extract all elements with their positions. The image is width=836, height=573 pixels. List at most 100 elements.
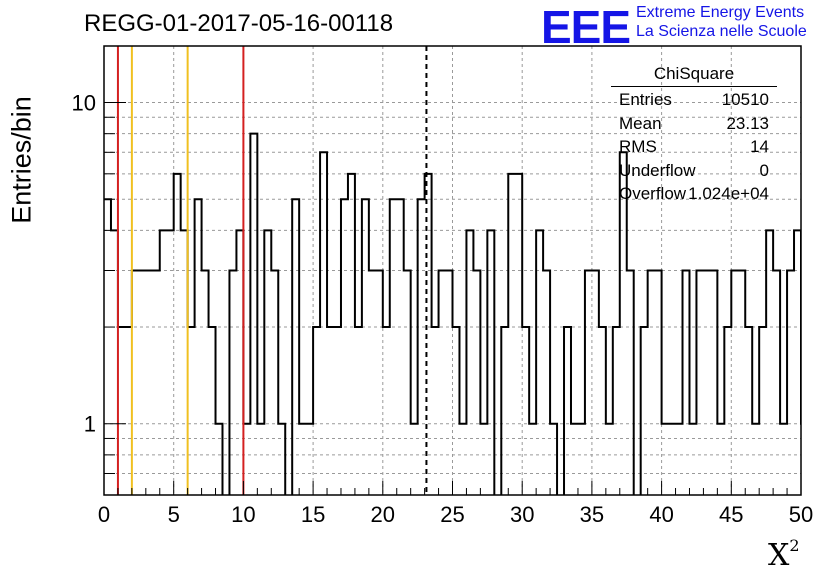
- x-tick-label: 5: [168, 502, 180, 527]
- x-tick-label: 45: [719, 502, 743, 527]
- histogram-bin: [550, 424, 557, 495]
- stats-value: 0: [760, 161, 769, 181]
- histogram-bin: [411, 424, 418, 495]
- histogram-bin: [432, 327, 439, 495]
- histogram-bin: [473, 271, 480, 496]
- y-axis-label-wrap: Entries/bin: [4, 110, 40, 210]
- histogram-bin: [703, 271, 710, 496]
- x-axis-label-sup: 2: [789, 536, 799, 555]
- histogram-bin: [160, 230, 167, 495]
- stats-label: RMS: [619, 137, 657, 157]
- y-axis-label: Entries/bin: [7, 96, 38, 224]
- histogram-bin: [292, 199, 299, 495]
- histogram-bin: [822, 199, 829, 495]
- histogram-bin: [313, 327, 320, 495]
- y-tick-label: 10: [72, 91, 96, 116]
- stats-row-underflow: Underflow 0: [611, 161, 777, 185]
- histogram-bin: [564, 327, 571, 495]
- histogram-bin: [738, 271, 745, 496]
- histogram-bin: [508, 174, 515, 495]
- histogram-bin: [515, 174, 522, 495]
- histogram-bin: [167, 230, 174, 495]
- histogram-bin: [815, 327, 822, 495]
- histogram-bin: [229, 271, 236, 496]
- stats-row-mean: Mean 23.13: [611, 114, 777, 138]
- histogram-bin: [731, 271, 738, 496]
- y-tick-label: 1: [84, 412, 96, 437]
- histogram-bin: [689, 424, 696, 495]
- x-tick-label: 20: [371, 502, 395, 527]
- histogram-bin: [334, 327, 341, 495]
- histogram-bin: [320, 152, 327, 495]
- histogram-bin: [662, 424, 669, 495]
- histogram-bin: [808, 424, 815, 495]
- histogram-bin: [453, 327, 460, 495]
- histogram-bin: [383, 327, 390, 495]
- histogram-bin: [592, 271, 599, 496]
- histogram-bin: [641, 327, 648, 495]
- histogram-bin: [188, 327, 195, 495]
- histogram-bin: [376, 271, 383, 496]
- logo-line-2: La Scienza nelle Scuole: [636, 23, 807, 41]
- histogram-bin: [759, 327, 766, 495]
- histogram-bin: [439, 271, 446, 496]
- stats-value: 23.13: [726, 114, 769, 134]
- histogram-bin: [466, 230, 473, 495]
- histogram-bin: [132, 271, 139, 496]
- x-tick-label: 40: [649, 502, 673, 527]
- x-tick-label: 10: [231, 502, 255, 527]
- histogram-bin: [459, 424, 466, 495]
- stats-title: ChiSquare: [611, 64, 777, 87]
- histogram-bin: [543, 271, 550, 496]
- histogram-bin: [745, 327, 752, 495]
- x-axis-label: X2: [768, 536, 800, 573]
- x-tick-label: 15: [301, 502, 325, 527]
- histogram-bin: [752, 424, 759, 495]
- histogram-bin: [717, 424, 724, 495]
- chart-title: REGG-01-2017-05-16-00118: [84, 10, 393, 38]
- histogram-bin: [397, 199, 404, 495]
- histogram-bin: [299, 424, 306, 495]
- histogram-bin: [571, 424, 578, 495]
- histogram-bin: [202, 271, 209, 496]
- histogram-bin: [243, 424, 250, 495]
- x-axis-label-base: X: [768, 538, 789, 573]
- histogram-bin: [181, 230, 188, 495]
- stats-value: 10510: [722, 90, 769, 110]
- histogram-bin: [585, 271, 592, 496]
- histogram-bin: [195, 199, 202, 495]
- histogram-bin: [446, 271, 453, 496]
- histogram-bin: [766, 230, 773, 495]
- histogram-bin: [696, 271, 703, 496]
- stats-label: Overflow: [619, 184, 686, 204]
- histogram-bin: [606, 424, 613, 495]
- histogram-bin: [104, 199, 111, 495]
- histogram-bin: [271, 271, 278, 496]
- histogram-bin: [146, 271, 153, 496]
- histogram-bin: [327, 327, 334, 495]
- histogram-bin: [710, 271, 717, 496]
- eee-logo: EEE: [541, 0, 630, 54]
- histogram-bin: [369, 271, 376, 496]
- histogram-bin: [480, 424, 487, 495]
- stats-label: Entries: [619, 90, 672, 110]
- histogram-bin: [669, 424, 676, 495]
- histogram-bin: [139, 271, 146, 496]
- histogram-bin: [404, 271, 411, 496]
- histogram-bin: [348, 174, 355, 495]
- histogram-bin: [362, 199, 369, 495]
- histogram-bin: [683, 271, 690, 496]
- histogram-bin: [829, 424, 836, 495]
- stats-label: Mean: [619, 114, 662, 134]
- stats-label: Underflow: [619, 161, 696, 181]
- histogram-bin: [341, 199, 348, 495]
- histogram-bin: [529, 424, 536, 495]
- histogram-bin: [773, 271, 780, 496]
- x-tick-label: 50: [789, 502, 813, 527]
- x-tick-label: 35: [580, 502, 604, 527]
- histogram-bin: [627, 271, 634, 496]
- histogram-bin: [613, 327, 620, 495]
- histogram-bin: [390, 199, 397, 495]
- histogram-bin: [578, 424, 585, 495]
